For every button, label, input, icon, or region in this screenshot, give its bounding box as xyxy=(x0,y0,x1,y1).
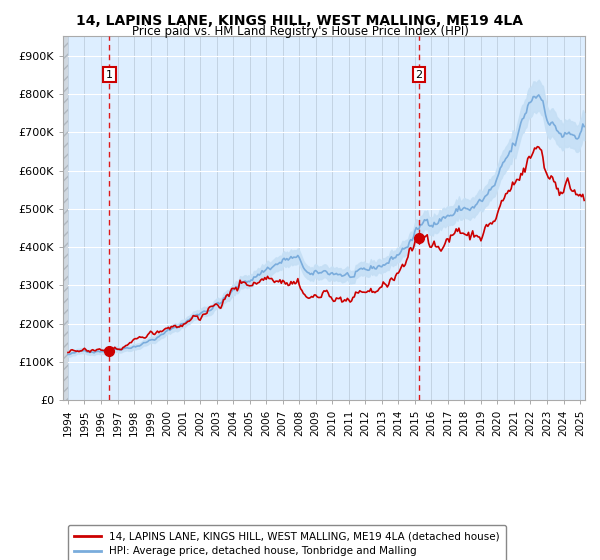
Text: 2: 2 xyxy=(415,69,422,80)
Text: 14, LAPINS LANE, KINGS HILL, WEST MALLING, ME19 4LA: 14, LAPINS LANE, KINGS HILL, WEST MALLIN… xyxy=(77,14,523,28)
Text: 1: 1 xyxy=(106,69,113,80)
Bar xyxy=(63,36,68,400)
Text: Price paid vs. HM Land Registry's House Price Index (HPI): Price paid vs. HM Land Registry's House … xyxy=(131,25,469,38)
Legend: 14, LAPINS LANE, KINGS HILL, WEST MALLING, ME19 4LA (detached house), HPI: Avera: 14, LAPINS LANE, KINGS HILL, WEST MALLIN… xyxy=(68,525,506,560)
